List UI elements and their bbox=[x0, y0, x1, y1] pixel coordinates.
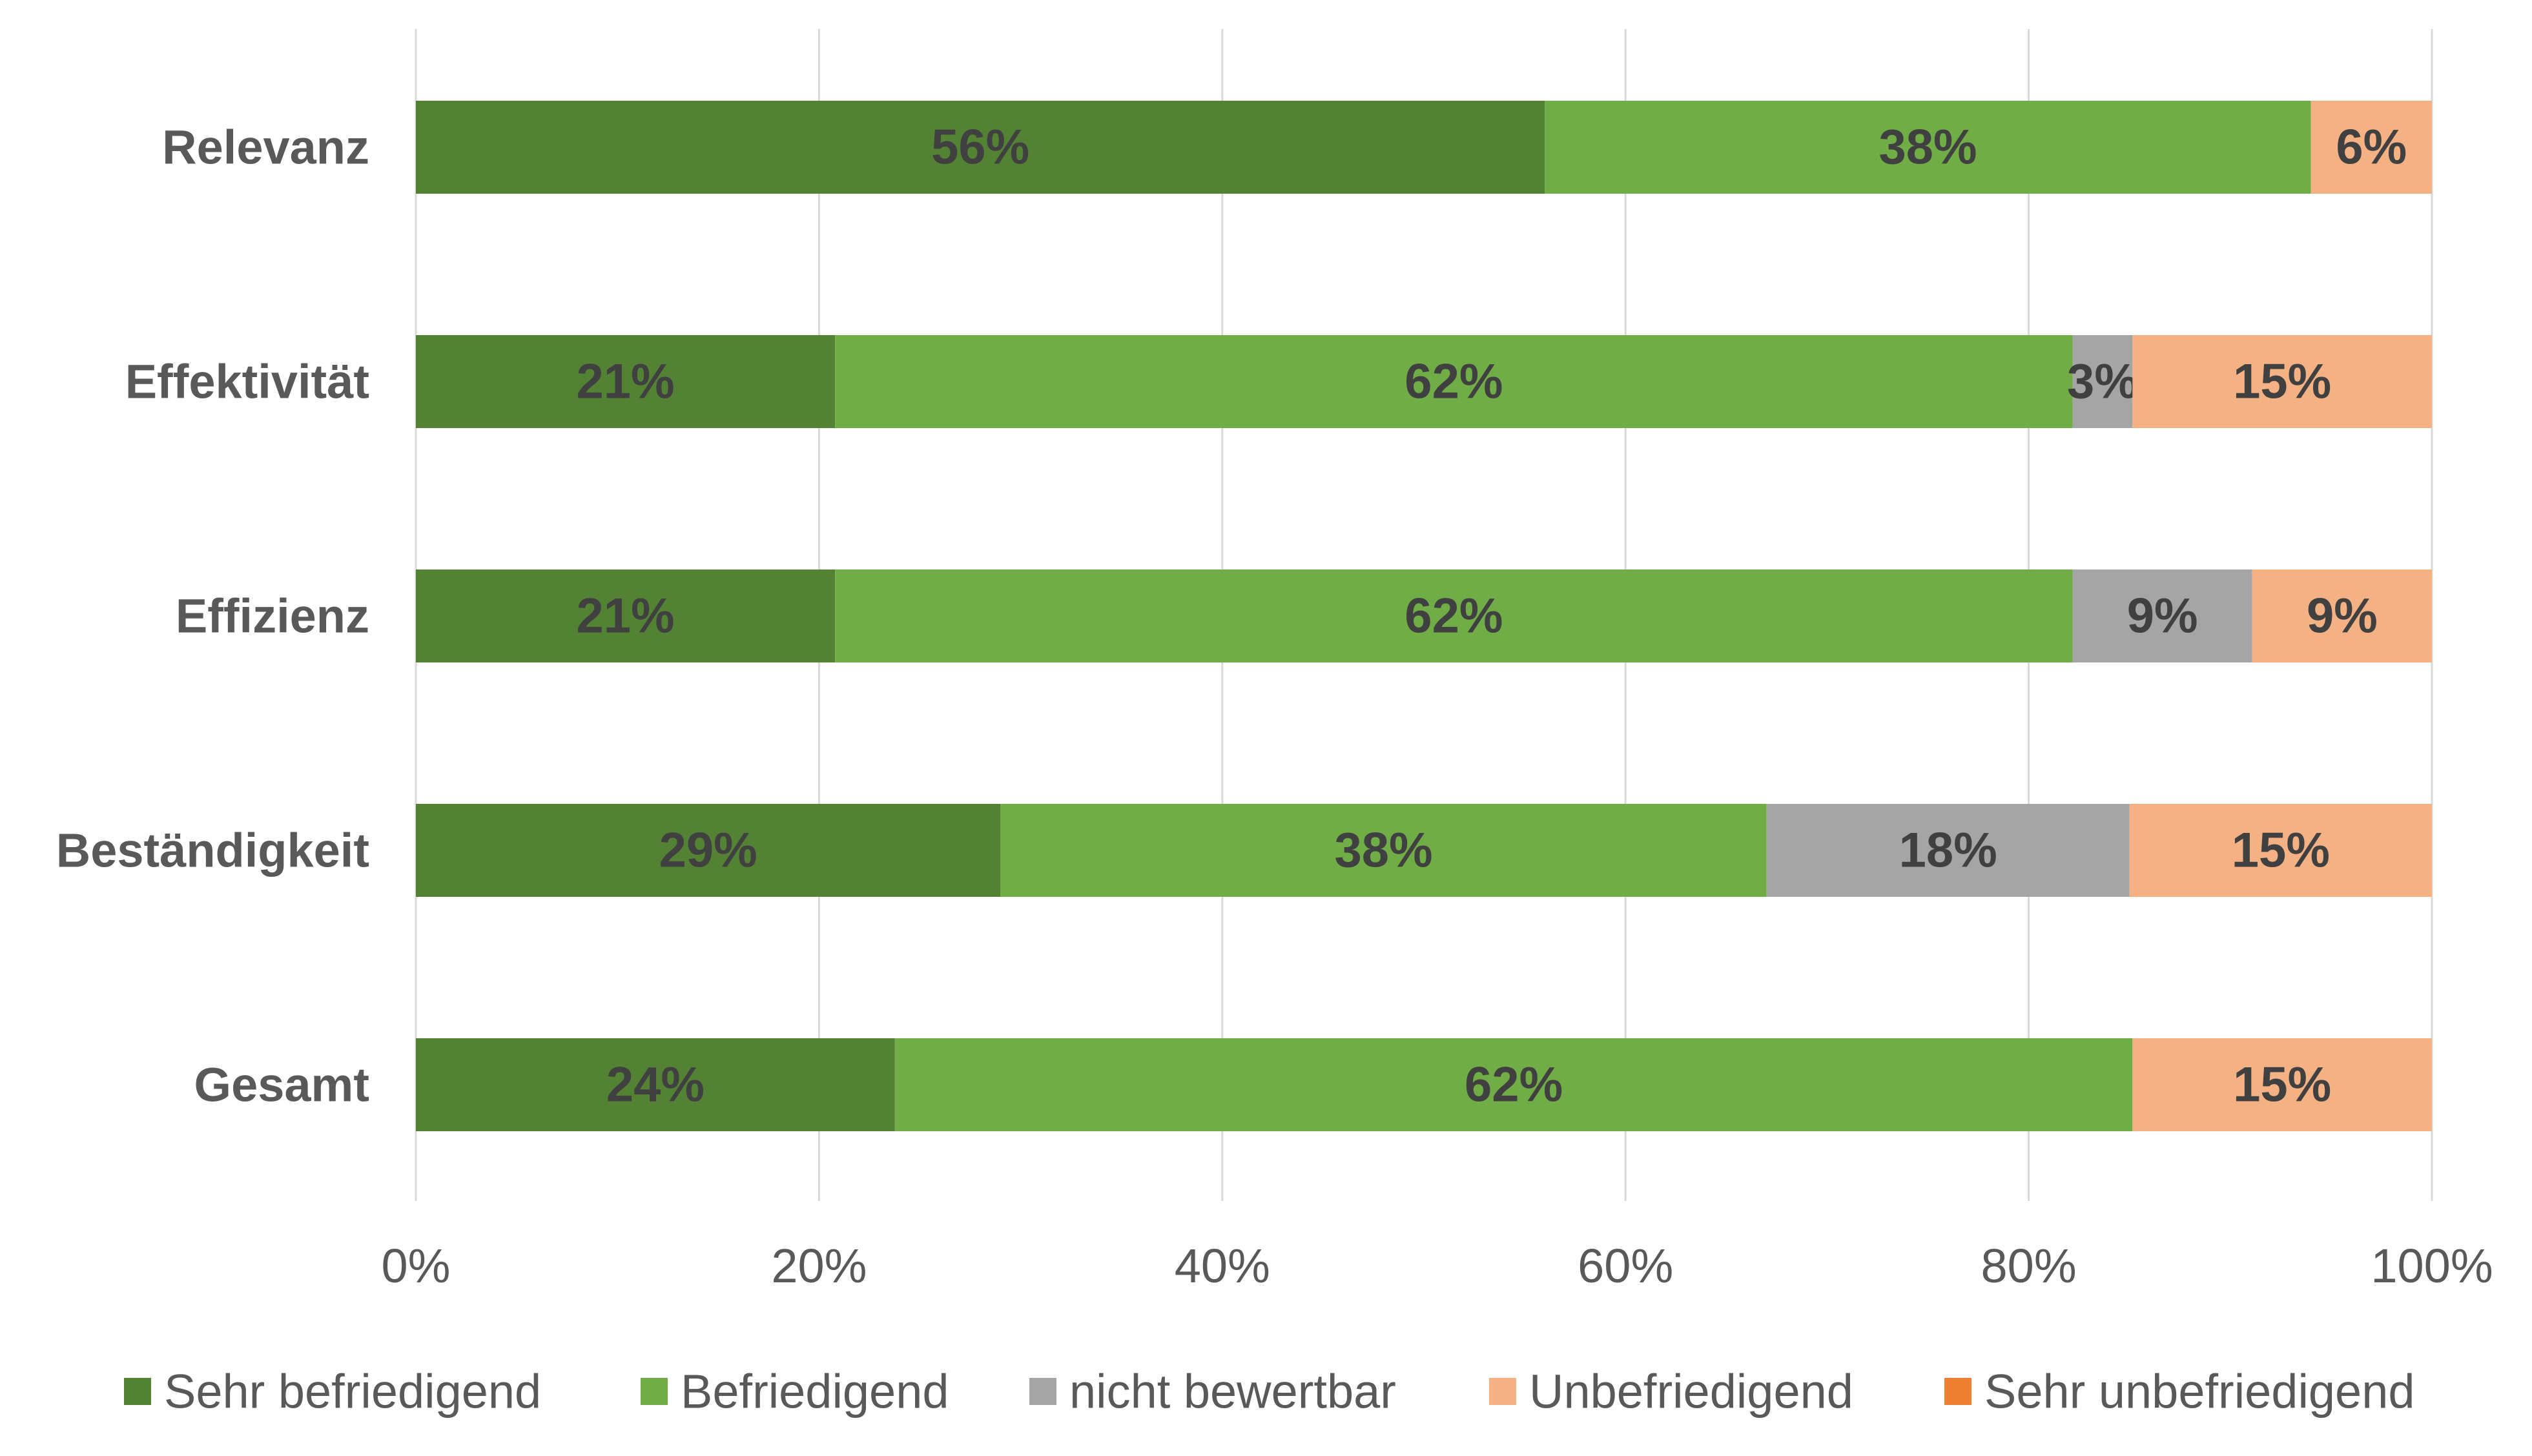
x-tick-label: 100% bbox=[2371, 1239, 2493, 1293]
bar-segment bbox=[2132, 1038, 2432, 1131]
data-label: 56% bbox=[931, 120, 1029, 175]
x-tick-label: 0% bbox=[382, 1239, 451, 1293]
legend-label: nicht bewertbar bbox=[1069, 1365, 1396, 1419]
bar-segment bbox=[2252, 569, 2432, 662]
legend-swatch bbox=[1029, 1378, 1056, 1405]
bar-segment bbox=[1545, 101, 2311, 194]
x-tick-label: 60% bbox=[1578, 1239, 1673, 1293]
data-label: 38% bbox=[1334, 823, 1432, 878]
legend-swatch bbox=[1489, 1378, 1516, 1405]
category-labels: Relevanz Effektivität Effizienz Beständigke… bbox=[56, 121, 369, 1112]
data-label: 21% bbox=[577, 354, 675, 409]
legend-swatch bbox=[124, 1378, 151, 1405]
bar-segment bbox=[2129, 804, 2432, 897]
x-tick-label: 20% bbox=[771, 1239, 867, 1293]
legend-label: Befriedigend bbox=[681, 1365, 949, 1419]
bar-segment bbox=[416, 804, 1001, 897]
data-label: 24% bbox=[606, 1058, 705, 1113]
category-label: Beständigkeit bbox=[56, 824, 369, 877]
bar-segment bbox=[2072, 569, 2252, 662]
bar-segment bbox=[416, 335, 836, 428]
legend-label: Unbefriedigend bbox=[1529, 1365, 1853, 1419]
legend: Sehr befriedigend Befriedigend nicht bewer… bbox=[124, 1365, 2415, 1419]
category-label: Effektivität bbox=[125, 355, 369, 409]
data-label: 18% bbox=[1899, 823, 1997, 878]
data-label: 15% bbox=[2233, 354, 2331, 409]
legend-swatch bbox=[1944, 1378, 1971, 1405]
bar-segment bbox=[894, 1038, 2133, 1131]
bar-segment bbox=[1000, 804, 1767, 897]
legend-label: Sehr unbefriedigend bbox=[1984, 1365, 2415, 1419]
data-label: 6% bbox=[2336, 120, 2407, 175]
bar-segment bbox=[2072, 335, 2133, 428]
data-label: 9% bbox=[2127, 589, 2198, 644]
bar-segment bbox=[416, 101, 1545, 194]
data-label: 62% bbox=[1405, 589, 1503, 644]
data-label: 62% bbox=[1405, 354, 1503, 409]
bar-segment bbox=[2311, 101, 2432, 194]
data-label: 62% bbox=[1465, 1058, 1563, 1113]
bar-segment bbox=[416, 569, 836, 662]
bar-segment bbox=[835, 335, 2073, 428]
data-label: 29% bbox=[659, 823, 757, 878]
legend-label: Sehr befriedigend bbox=[164, 1365, 541, 1419]
category-label: Effizienz bbox=[176, 590, 369, 643]
x-axis-tick-labels: 0% 20% 40% 60% 80% 100% bbox=[382, 1239, 2493, 1293]
data-label: 38% bbox=[1878, 120, 1977, 175]
category-label: Relevanz bbox=[162, 121, 369, 174]
data-label: 15% bbox=[2232, 823, 2330, 878]
legend-swatch bbox=[641, 1378, 668, 1405]
bar-segment bbox=[835, 569, 2073, 662]
data-label: 15% bbox=[2233, 1058, 2331, 1113]
x-tick-label: 80% bbox=[1981, 1239, 2077, 1293]
x-tick-label: 40% bbox=[1175, 1239, 1270, 1293]
category-label: Gesamt bbox=[194, 1058, 369, 1112]
bar-segment bbox=[416, 1038, 895, 1131]
bars: 56% 38% 6% 21% 62% 3% 15% 21% 62% 9% 9% 29% 38% 18% 15… bbox=[416, 101, 2432, 1131]
data-label: 21% bbox=[577, 589, 675, 644]
bar-segment bbox=[1766, 804, 2130, 897]
bar-segment bbox=[2132, 335, 2432, 428]
data-label: 3% bbox=[2067, 354, 2138, 409]
data-label: 9% bbox=[2307, 589, 2378, 644]
